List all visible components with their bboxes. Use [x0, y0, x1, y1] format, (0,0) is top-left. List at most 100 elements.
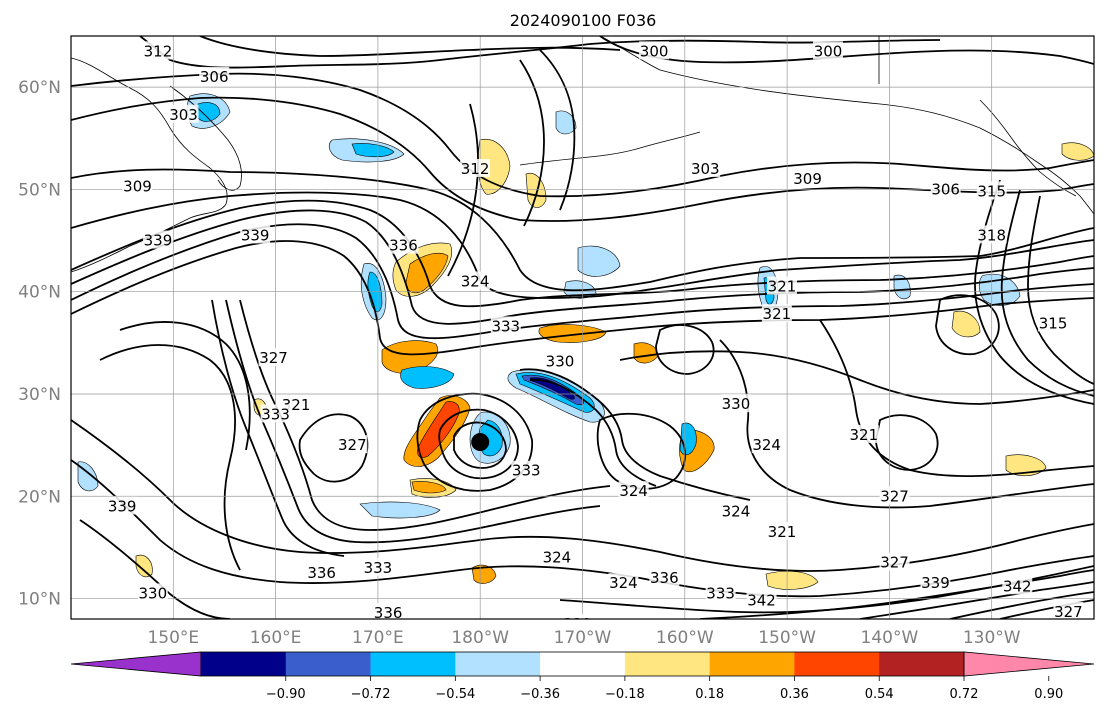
contour-line	[539, 49, 576, 211]
contour-label: 309	[793, 170, 822, 188]
contour-label: 333	[491, 317, 520, 335]
colorbar-segment	[285, 652, 371, 676]
contour-line	[119, 321, 251, 451]
contour-line	[71, 209, 1094, 325]
contour-label: 303	[169, 106, 198, 124]
contour-label: 333	[512, 462, 541, 480]
contour-line	[447, 103, 479, 277]
contour-label: 315	[1039, 314, 1068, 332]
contour-label-bg	[761, 304, 792, 323]
contour-label-bg	[848, 424, 879, 443]
lon-tick-label: 170°E	[352, 628, 404, 648]
contour-label-bg	[142, 41, 173, 60]
contour-label: 339	[144, 232, 173, 250]
contour-label-bg	[813, 41, 844, 60]
contour-label: 324	[609, 574, 638, 592]
map-panel: 312 306 303 309 339 339 336 327 321 333 327 333 339 3…	[70, 35, 1095, 621]
contour-label: 327	[1054, 603, 1083, 621]
contour-label: 312	[461, 160, 490, 178]
lon-tick-label: 150°W	[758, 628, 816, 648]
gridlines	[71, 36, 1094, 619]
contour-label-bg	[766, 276, 797, 295]
contour-label-bg	[1053, 601, 1084, 619]
contour-line	[199, 36, 621, 57]
colorbar-segment	[709, 652, 795, 676]
colorbar-tick-label: −0.90	[266, 687, 306, 702]
lat-tick-label: 40°N	[18, 283, 61, 303]
contour-label: 342	[1003, 577, 1032, 595]
contour-label: 324	[619, 482, 648, 500]
contour-label-bg	[199, 66, 230, 85]
contour-line	[1000, 189, 1094, 397]
anomaly-fill	[135, 554, 153, 578]
contour-lines	[71, 36, 1094, 619]
contour-label: 306	[200, 68, 229, 86]
contour-label-bg	[766, 522, 797, 541]
contour-label: 342	[747, 592, 776, 610]
anomaly-fill	[359, 501, 441, 519]
contour-label-bg	[562, 614, 593, 619]
contour-line	[596, 412, 687, 490]
contour-label-bg	[1038, 313, 1069, 332]
anomaly-fill	[400, 366, 455, 389]
anomaly-fill	[893, 274, 911, 300]
contour-label-bg	[511, 460, 542, 479]
contour-line	[949, 591, 1094, 619]
anomaly-fill	[417, 401, 460, 458]
contour-line	[79, 519, 231, 619]
contour-line	[699, 569, 1094, 619]
contour-label-bg	[142, 230, 173, 249]
contour-line	[619, 350, 1094, 405]
contour-label: 333	[706, 584, 735, 602]
contour-label: 330	[722, 395, 751, 413]
map-contents: 312 306 303 309 339 339 336 327 321 333 327 333 339 3…	[71, 36, 1094, 621]
contour-label-bg	[388, 235, 419, 254]
contour-label: 309	[123, 177, 152, 195]
contour-line	[71, 72, 1094, 198]
contour-label: 327	[880, 487, 909, 505]
contour-label: 327	[259, 349, 288, 367]
contour-label-bg	[122, 176, 153, 195]
contour-label-bg	[705, 583, 736, 602]
colorbar-tick-labels: −0.90 −0.72 −0.54 −0.36 −0.18 0.18 0.36 0.54 0.7…	[266, 676, 1063, 702]
contour-label-bg	[639, 41, 670, 60]
contour-label-bg	[608, 573, 639, 592]
contour-label: 300	[814, 42, 843, 60]
contour-label-bg	[541, 547, 572, 566]
coastline-bc	[979, 99, 1077, 197]
contour-label-bg	[879, 486, 910, 505]
colorbar-segment	[879, 652, 965, 676]
lat-tick-label: 60°N	[18, 78, 61, 98]
contour-label: 339	[921, 574, 950, 592]
anomaly-fill	[525, 172, 547, 208]
contour-line	[999, 599, 1094, 619]
contour-label-bg	[260, 404, 291, 423]
contour-line	[99, 344, 241, 571]
lon-tick-label: 140°W	[861, 628, 919, 648]
contour-label: 336	[307, 564, 336, 582]
contour-label: 324	[722, 503, 751, 521]
colorbar	[70, 651, 1095, 677]
figure-title: 2024090100 F036	[510, 11, 657, 30]
latitude-tick-labels: 10°N 20°N 30°N 40°N 50°N 60°N	[18, 78, 61, 609]
contour-label-bg	[490, 316, 521, 335]
contour-label-bg	[976, 181, 1007, 200]
contour-line	[71, 199, 1094, 308]
contour-label-bg	[920, 573, 951, 592]
contour-label: 312	[144, 42, 173, 60]
contour-label: 324	[752, 436, 781, 454]
anomaly-fill	[471, 564, 497, 584]
contour-label-bg	[618, 481, 649, 500]
anomaly-fill	[577, 245, 621, 277]
contour-label-bg	[240, 225, 271, 244]
contour-label: 321	[850, 426, 879, 444]
lat-tick-label: 30°N	[18, 385, 61, 405]
contour-label-bg	[373, 602, 404, 619]
colorbar-segment	[201, 652, 287, 676]
contour-line	[519, 368, 751, 501]
colorbar-outline	[200, 651, 965, 677]
colorbar-extend-low	[70, 651, 202, 677]
contour-label-bg	[1002, 576, 1033, 595]
map-frame	[70, 35, 1095, 620]
